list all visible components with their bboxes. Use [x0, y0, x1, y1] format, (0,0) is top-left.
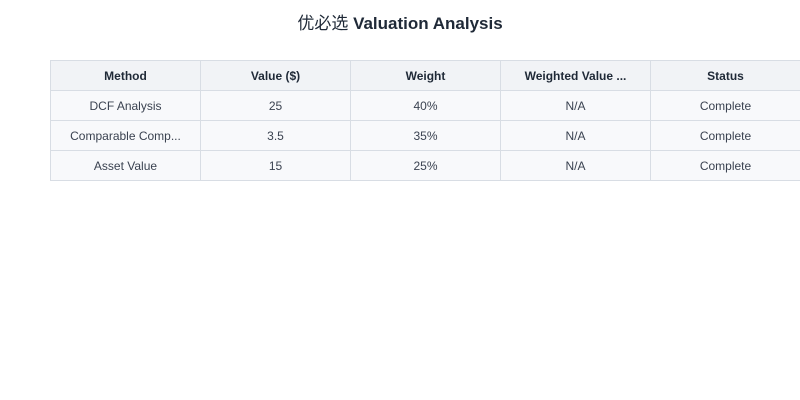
header-method: Method [50, 60, 201, 91]
cell-method: Comparable Comp... [50, 120, 201, 151]
cell-status: Complete [650, 90, 800, 121]
valuation-table: Method Value ($) Weight Weighted Value .… [50, 60, 800, 181]
header-weight: Weight [350, 60, 501, 91]
header-weighted-value: Weighted Value ... [500, 60, 651, 91]
header-value: Value ($) [200, 60, 351, 91]
page-title: 优必选 Valuation Analysis [0, 13, 800, 35]
cell-method: Asset Value [50, 150, 201, 181]
table-row: Comparable Comp... 3.5 35% N/A Complete [50, 120, 800, 151]
cell-status: Complete [650, 120, 800, 151]
cell-weighted-value: N/A [500, 120, 651, 151]
cell-value: 3.5 [200, 120, 351, 151]
table-row: DCF Analysis 25 40% N/A Complete [50, 90, 800, 121]
valuation-table-container: Method Value ($) Weight Weighted Value .… [50, 60, 800, 181]
cell-weighted-value: N/A [500, 150, 651, 181]
table-header-row: Method Value ($) Weight Weighted Value .… [50, 60, 800, 91]
table-row: Asset Value 15 25% N/A Complete [50, 150, 800, 181]
header-status: Status [650, 60, 800, 91]
cell-weighted-value: N/A [500, 90, 651, 121]
cell-value: 15 [200, 150, 351, 181]
cell-value: 25 [200, 90, 351, 121]
cell-weight: 40% [350, 90, 501, 121]
cell-status: Complete [650, 150, 800, 181]
title-text: Valuation Analysis [353, 14, 503, 33]
title-company-name: 优必选 [297, 14, 349, 33]
cell-method: DCF Analysis [50, 90, 201, 121]
cell-weight: 25% [350, 150, 501, 181]
cell-weight: 35% [350, 120, 501, 151]
